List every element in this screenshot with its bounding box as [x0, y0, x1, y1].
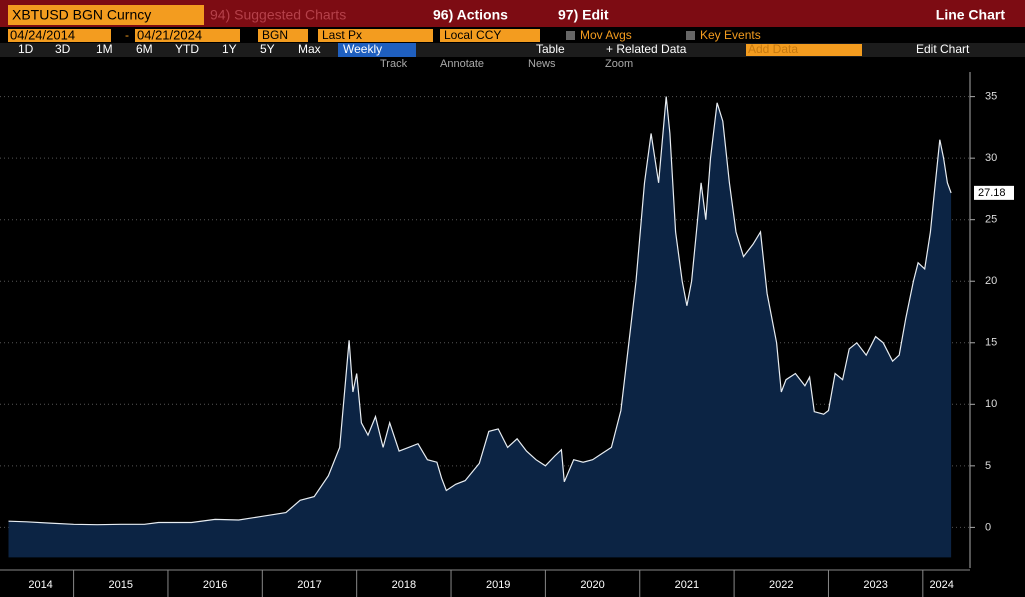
end-date: 04/21/2024: [137, 27, 202, 42]
period-button[interactable]: 1D: [18, 42, 34, 56]
tool-button[interactable]: Zoom: [605, 58, 633, 70]
x-tick-label: 2018: [392, 579, 416, 591]
x-tick-label: 2024: [929, 579, 953, 591]
tool-button[interactable]: News: [528, 58, 556, 70]
source: BGN: [262, 28, 288, 42]
frequency: Weekly: [343, 42, 382, 56]
period-button[interactable]: Max: [298, 42, 321, 56]
frequency-field[interactable]: [338, 43, 416, 57]
tool-button[interactable]: Annotate: [440, 58, 484, 70]
edit-chart[interactable]: Edit Chart: [916, 42, 970, 56]
x-tick-label: 2021: [675, 579, 699, 591]
x-tick-label: 2023: [863, 579, 887, 591]
field-field[interactable]: [318, 29, 433, 42]
x-tick-label: 2015: [109, 579, 133, 591]
tool-button[interactable]: Track: [380, 58, 408, 70]
source-field[interactable]: [258, 29, 308, 42]
period-button[interactable]: YTD: [175, 42, 199, 56]
period-button[interactable]: 5Y: [260, 42, 275, 56]
start-date: 04/24/2014: [10, 27, 75, 42]
x-tick-label: 2022: [769, 579, 793, 591]
y-tick-label: 25: [985, 214, 997, 226]
y-tick-label: 10: [985, 398, 997, 410]
period-button[interactable]: 1M: [96, 42, 113, 56]
key-events: Key Events: [700, 28, 761, 42]
checkbox[interactable]: [566, 31, 575, 40]
date-field[interactable]: [135, 29, 240, 42]
last-value-box: [974, 185, 1014, 200]
y-tick-label: 0: [985, 521, 991, 533]
period-button[interactable]: 3D: [55, 42, 71, 56]
date-field[interactable]: [8, 29, 111, 42]
add-data: Add Data: [748, 42, 798, 56]
field: Last Px: [322, 28, 362, 42]
menu[interactable]: 94) Suggested Charts: [210, 7, 346, 23]
chart-kind: Line Chart: [936, 7, 1006, 23]
security: XBTUSD BGN Curncy: [12, 7, 151, 23]
period-button[interactable]: 6M: [136, 42, 153, 56]
checkbox[interactable]: [686, 31, 695, 40]
x-axis-strip: [0, 570, 1025, 597]
menu[interactable]: 96) Actions: [433, 7, 508, 23]
x-tick-label: 2020: [580, 579, 604, 591]
y-tick-label: 35: [985, 91, 997, 103]
table-button[interactable]: Table: [536, 42, 565, 56]
y-tick-label: 5: [985, 460, 991, 472]
last-value-label: 27.18: [978, 187, 1006, 199]
x-tick-label: 2016: [203, 579, 227, 591]
x-tick-label: 2019: [486, 579, 510, 591]
security-field[interactable]: [8, 5, 204, 25]
add-data-field[interactable]: [746, 44, 862, 56]
x-tick-label: 2014: [28, 579, 52, 591]
period-button[interactable]: 1Y: [222, 42, 237, 56]
area: [8, 96, 952, 558]
y-tick-label: 30: [985, 152, 997, 164]
period-bar: [0, 43, 1025, 57]
x-tick-label: 2017: [297, 579, 321, 591]
y-tick-label: 15: [985, 337, 997, 349]
line: [8, 96, 952, 526]
date-sep: -: [125, 28, 129, 42]
currency: Local CCY: [444, 28, 501, 42]
y-tick-label: 20: [985, 275, 997, 287]
related-button[interactable]: + Related Data: [606, 42, 687, 56]
menu[interactable]: 97) Edit: [558, 7, 609, 23]
currency-field[interactable]: [440, 29, 540, 42]
mov-avgs: Mov Avgs: [580, 28, 632, 42]
